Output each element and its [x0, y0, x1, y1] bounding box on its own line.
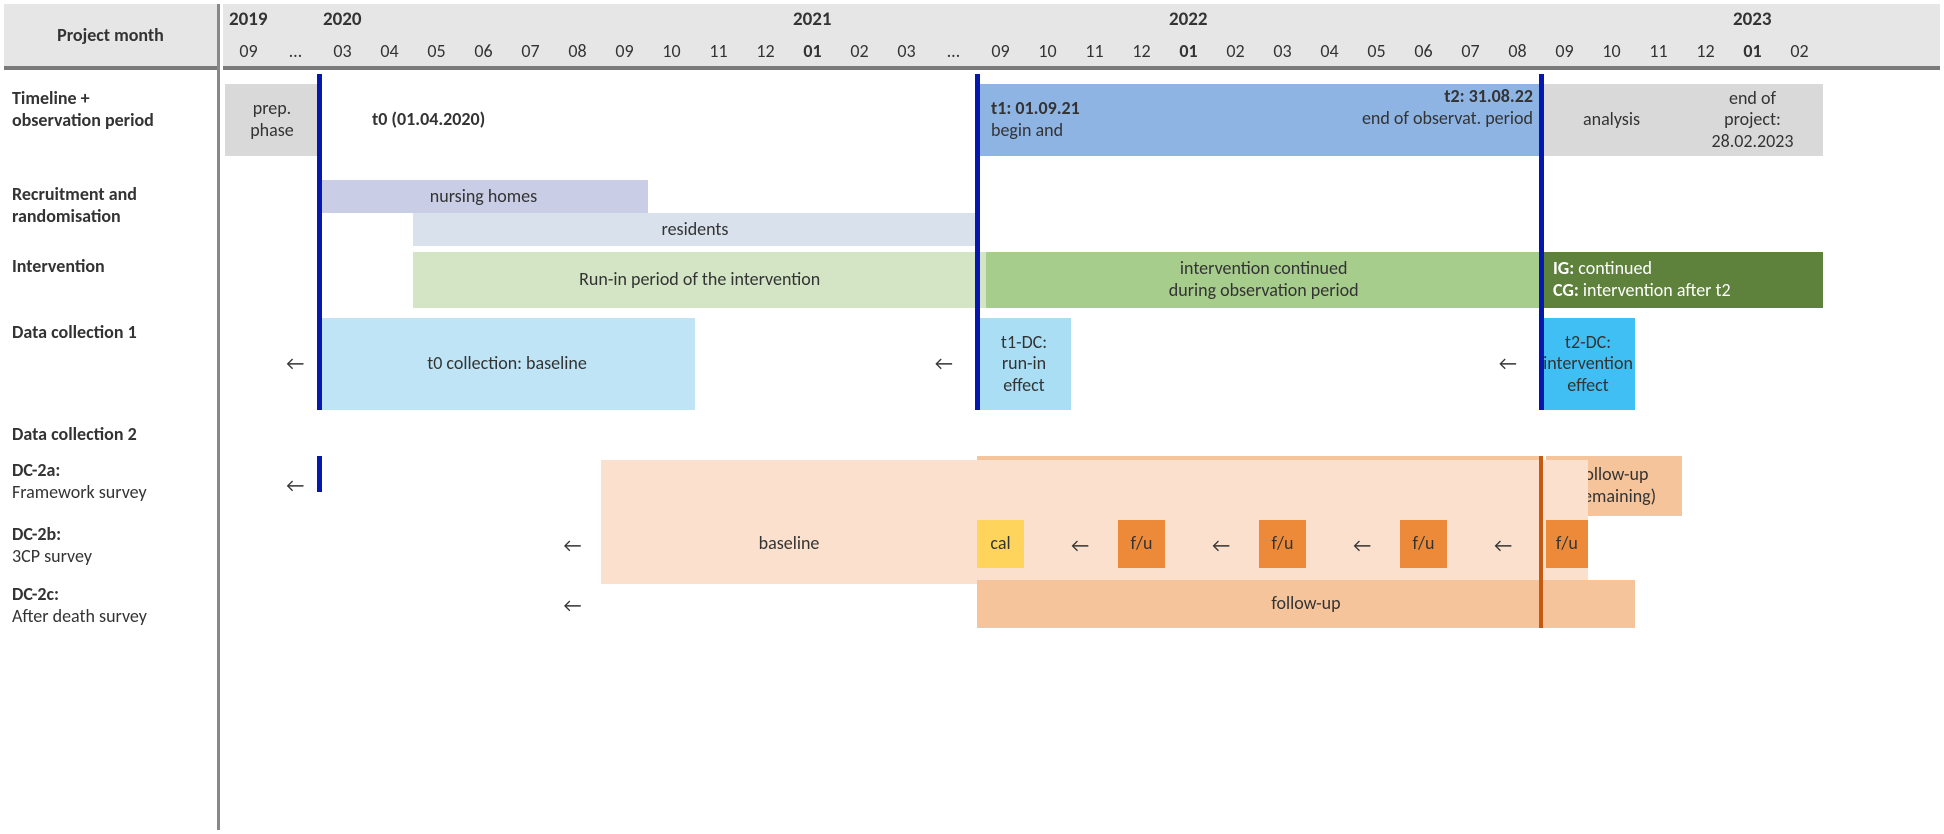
month-label: 01	[1729, 40, 1776, 62]
t0-dc: t0 collection: baseline	[319, 318, 695, 410]
month-label: 01	[1165, 40, 1212, 62]
row-label-dc2b: DC-2b:3CP survey	[12, 524, 212, 567]
year-label: 2020	[323, 8, 362, 31]
label-column: Project month Timeline +observation peri…	[4, 4, 220, 830]
row-label-dc2a: DC-2a:Framework survey	[12, 460, 212, 503]
month-label: 08	[1494, 40, 1541, 62]
month-label: 09	[1541, 40, 1588, 62]
dc2b-fu2: f/u	[1259, 520, 1306, 568]
month-label: 05	[1353, 40, 1400, 62]
retrospective-arrow: ←	[563, 594, 581, 618]
end-project: end ofproject:28.02.2023	[1682, 84, 1823, 156]
retrospective-arrow: ←	[563, 534, 581, 558]
month-label: 10	[1588, 40, 1635, 62]
row-label-recruitment: Recruitment andrandomisation	[12, 184, 212, 227]
month-label: 06	[1400, 40, 1447, 62]
retrospective-arrow: ←	[1499, 352, 1517, 376]
year-label: 2021	[793, 8, 832, 31]
time-marker-short	[317, 456, 322, 492]
time-marker-t2	[1539, 74, 1544, 410]
nursing-homes: nursing homes	[319, 180, 648, 213]
month-label: 01	[789, 40, 836, 62]
month-label: 03	[1259, 40, 1306, 62]
month-label: 03	[883, 40, 930, 62]
month-label: 04	[366, 40, 413, 62]
month-label: 02	[1776, 40, 1823, 62]
month-label: 07	[1447, 40, 1494, 62]
row-label-timeline_obs: Timeline +observation period	[12, 88, 212, 131]
month-label: 08	[554, 40, 601, 62]
retrospective-arrow: ←	[935, 352, 953, 376]
month-label: 07	[507, 40, 554, 62]
month-label: 10	[648, 40, 695, 62]
ig-cg: IG: continuedCG: intervention after t2	[1541, 252, 1823, 308]
dc2b-fu1: f/u	[1118, 520, 1165, 568]
month-label: 11	[1635, 40, 1682, 62]
obs-period: t1: 01.09.21begin andt2: 31.08.22end of …	[977, 84, 1541, 156]
timeline-area: 20192020202120222023 09…0304050607080910…	[223, 4, 1940, 830]
month-label: 04	[1306, 40, 1353, 62]
row-label-intervention: Intervention	[12, 256, 212, 278]
dc2b-cal: cal	[977, 520, 1024, 568]
month-label: 06	[460, 40, 507, 62]
runin: Run-in period of the intervention	[413, 252, 986, 308]
timeline-header: 20192020202120222023 09…0304050607080910…	[223, 4, 1940, 70]
t2-dc: t2-DC:interventioneffect	[1541, 318, 1635, 410]
time-marker-after-t2	[1539, 456, 1543, 628]
row-label-dc2c: DC-2c:After death survey	[12, 584, 212, 627]
t1-dc: t1-DC:run-ineffect	[977, 318, 1071, 410]
month-label: 09	[977, 40, 1024, 62]
month-label: 02	[836, 40, 883, 62]
header-left-label: Project month	[4, 4, 217, 70]
retrospective-arrow: ←	[286, 474, 304, 498]
month-label: 02	[1212, 40, 1259, 62]
month-label: 03	[319, 40, 366, 62]
year-label: 2023	[1733, 8, 1772, 31]
retrospective-arrow: ←	[1494, 534, 1512, 558]
gantt-chart: Project month Timeline +observation peri…	[4, 4, 1940, 830]
month-label: 09	[225, 40, 272, 62]
time-marker-t0	[317, 74, 322, 410]
month-label: …	[930, 40, 977, 62]
residents: residents	[413, 213, 977, 246]
intervention-cont: intervention continuedduring observation…	[986, 252, 1541, 308]
month-label: 09	[601, 40, 648, 62]
t0-label: t0 (01.04.2020)	[366, 84, 789, 156]
row-label-dc1: Data collection 1	[12, 322, 212, 344]
year-label: 2022	[1169, 8, 1208, 31]
month-label: 12	[1682, 40, 1729, 62]
retrospective-arrow: ←	[1353, 534, 1371, 558]
month-label: 11	[695, 40, 742, 62]
row-label-dc2_header: Data collection 2	[12, 424, 212, 446]
month-label: 05	[413, 40, 460, 62]
dc2c-followup: follow-up	[977, 580, 1635, 628]
dc2b-baseline-label: baseline	[601, 520, 977, 568]
retrospective-arrow: ←	[1071, 534, 1089, 558]
year-label: 2019	[229, 8, 268, 31]
month-label: 10	[1024, 40, 1071, 62]
retrospective-arrow: ←	[286, 352, 304, 376]
time-marker-t1	[975, 74, 980, 410]
retrospective-arrow: ←	[1212, 534, 1230, 558]
prep-phase: prep.phase	[225, 84, 319, 156]
dc2b-fu4: f/u	[1546, 520, 1588, 568]
month-label: 11	[1071, 40, 1118, 62]
dc2b-fu3: f/u	[1400, 520, 1447, 568]
month-label: 12	[742, 40, 789, 62]
month-label: …	[272, 40, 319, 62]
month-label: 12	[1118, 40, 1165, 62]
analysis: analysis	[1541, 84, 1682, 156]
